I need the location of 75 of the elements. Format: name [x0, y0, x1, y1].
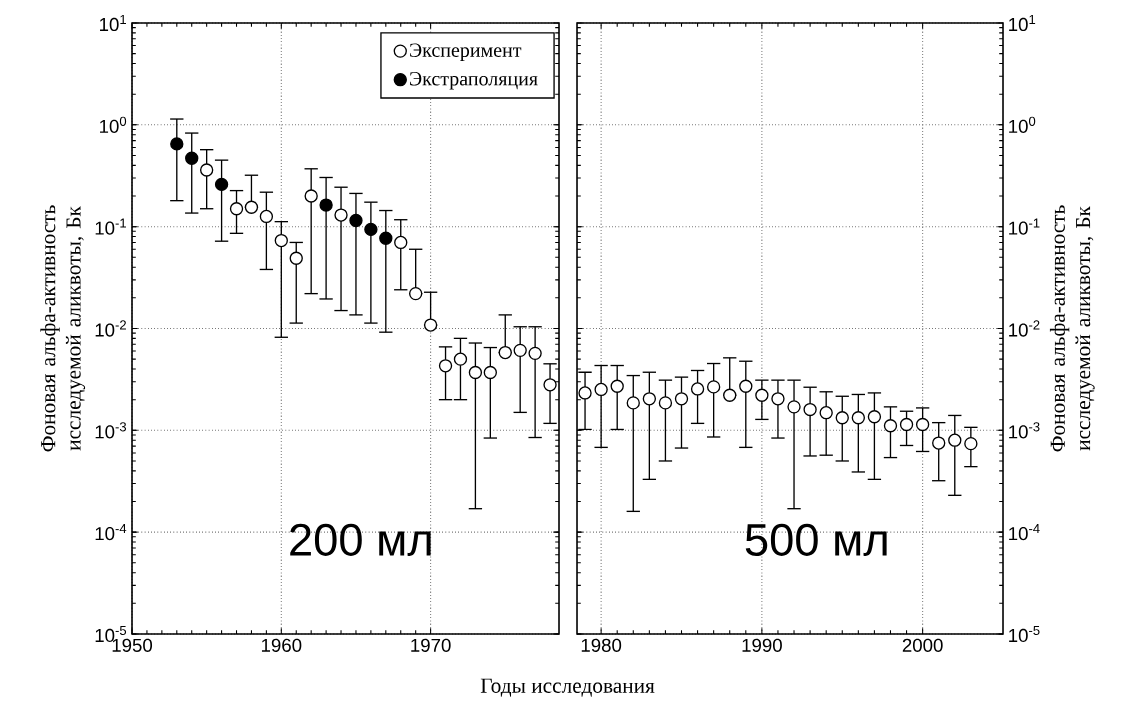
- point: [690, 382, 705, 396]
- point: [229, 202, 244, 216]
- point: [899, 417, 914, 432]
- point: [214, 177, 229, 192]
- point: [543, 378, 557, 392]
- point: [244, 200, 259, 214]
- point: [274, 233, 288, 248]
- point: [739, 379, 753, 393]
- annotation: 500 мл: [745, 523, 887, 556]
- point: [528, 346, 542, 361]
- point: [658, 396, 673, 410]
- y-tick-label: 10$^{1}$: [1009, 14, 1036, 32]
- point: [394, 235, 408, 250]
- x-tick-label: 1980: [581, 638, 622, 652]
- point: [349, 213, 363, 228]
- y-tick-label: 10$^{-3}$: [1009, 422, 1040, 439]
- y-tick-label: 10$^{-5}$: [1009, 625, 1040, 643]
- point: [483, 365, 497, 380]
- point: [334, 208, 348, 222]
- y-tick-label: 10$^{-2}$: [1009, 320, 1040, 337]
- point: [883, 419, 898, 433]
- point: [594, 382, 608, 397]
- point: [259, 209, 274, 224]
- point: [453, 352, 468, 366]
- point: [915, 417, 930, 432]
- point: [170, 137, 184, 151]
- point: [771, 392, 785, 406]
- y-tick-label: 10$^{-4}$: [1009, 524, 1040, 541]
- x-axis-title: Годы исследования: [480, 678, 655, 697]
- point: [289, 251, 303, 265]
- point: [185, 151, 199, 165]
- x-tick-label: 2000: [902, 638, 943, 652]
- y-axis-title: Фоновая альфа-активность исследуемой аликвоты, Бк: [1049, 205, 1095, 452]
- point: [706, 380, 721, 394]
- y-tick-label: 10$^{1}$: [100, 14, 126, 32]
- point: [379, 231, 393, 245]
- point: [674, 392, 689, 406]
- y-tick-label: 10$^{-1}$: [95, 218, 126, 235]
- point: [819, 406, 833, 420]
- point: [964, 436, 978, 451]
- point: [755, 388, 769, 402]
- point: [610, 379, 624, 393]
- x-tick-label: 1970: [411, 638, 451, 652]
- y-tick-label: 10$^{-1}$: [1009, 218, 1040, 235]
- point: [364, 222, 378, 237]
- y-tick-label: 10$^{-4}$: [95, 524, 127, 541]
- y-axis-title: Фоновая альфа-активность исследуемой аликвоты, Бк: [40, 205, 86, 452]
- point: [835, 411, 849, 425]
- legend-label: Экстраполяция: [410, 72, 538, 90]
- point: [626, 396, 640, 410]
- point: [438, 359, 453, 373]
- y-tick-label: 10$^{0}$: [1009, 116, 1036, 133]
- point: [578, 386, 592, 400]
- x-tick-label: 1990: [742, 638, 782, 652]
- legend-label: Эксперимент: [410, 43, 522, 61]
- point: [423, 318, 438, 332]
- point: [787, 400, 801, 414]
- point: [803, 402, 817, 417]
- point: [468, 365, 483, 380]
- x-tick-label: 1960: [261, 638, 302, 652]
- point: [932, 436, 946, 450]
- y-tick-label: 10$^{0}$: [100, 116, 127, 133]
- y-tick-label: 10$^{-3}$: [95, 422, 127, 439]
- point: [498, 345, 512, 360]
- point: [851, 411, 865, 425]
- annotation: 200 мл: [290, 523, 431, 556]
- point: [304, 189, 318, 203]
- point: [319, 198, 333, 212]
- point: [948, 433, 962, 447]
- point: [642, 392, 657, 406]
- point: [199, 163, 214, 177]
- point: [723, 388, 737, 402]
- point: [867, 410, 882, 424]
- y-tick-label: 10$^{-2}$: [95, 320, 126, 337]
- point: [513, 343, 527, 358]
